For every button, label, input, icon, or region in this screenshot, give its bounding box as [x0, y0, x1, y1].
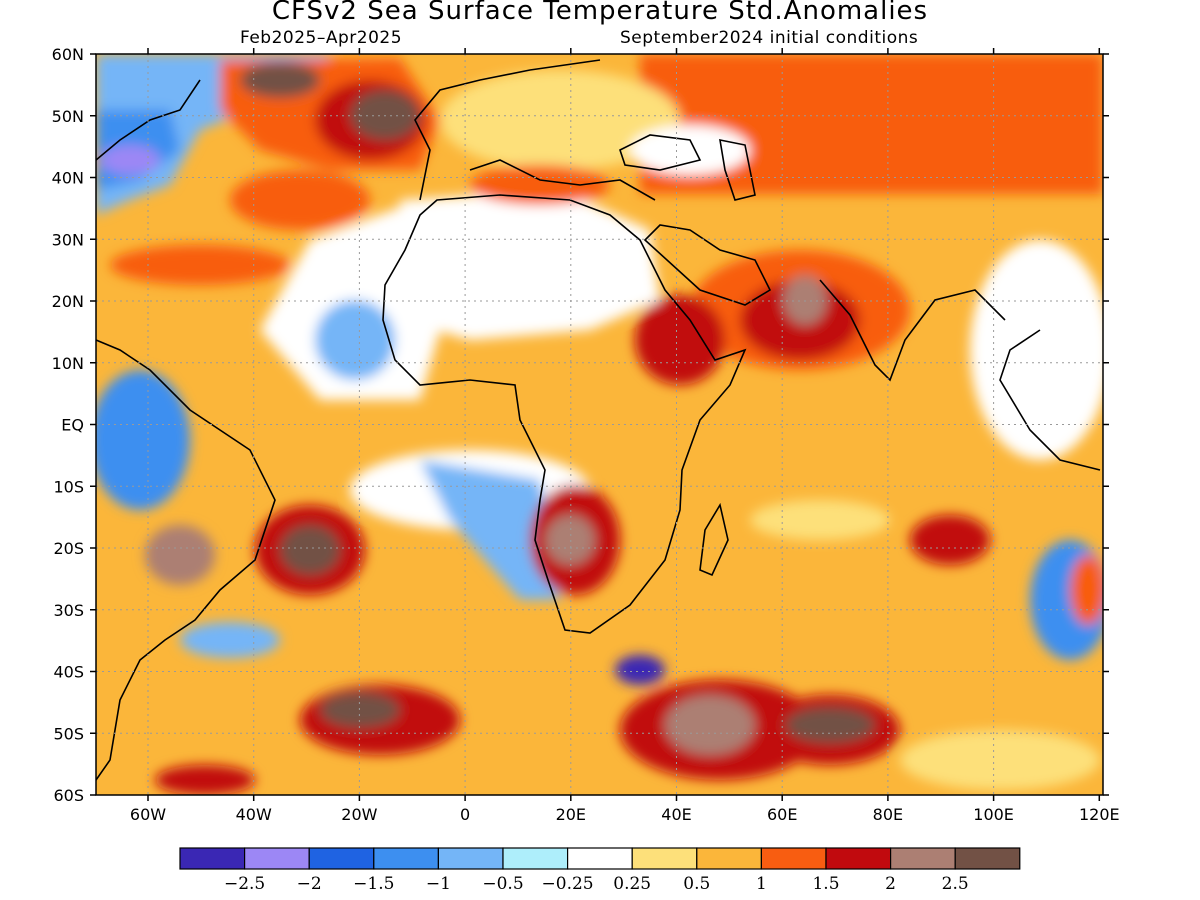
india-coast	[819, 279, 1006, 382]
se-asia-neutral	[970, 240, 1103, 460]
colorbar-swatch	[954, 847, 1021, 870]
lat-label: 40S	[53, 663, 84, 682]
colorbar-swatch	[244, 847, 310, 870]
s-ocean-mild-east	[900, 730, 1100, 790]
colorbar-label: 1.5	[812, 874, 839, 894]
lon-label: 120E	[1079, 805, 1120, 824]
colorbar-swatch	[631, 847, 698, 870]
s-ocean-cold-core	[615, 655, 665, 685]
lat-label: 30S	[53, 601, 84, 620]
coastlines	[96, 59, 1101, 781]
lon-label: 0	[460, 805, 470, 824]
latitude-tick-marks	[90, 53, 1109, 796]
map-title: CFSv2 Sea Surface Temperature Std.Anomal…	[271, 0, 929, 26]
europe-coast	[414, 59, 601, 201]
lat-label: 20S	[53, 539, 84, 558]
lat-label: 50S	[53, 724, 84, 743]
lat-label: 30N	[52, 230, 84, 249]
lon-label: 20W	[341, 805, 377, 824]
s-atlantic-cold-tongue	[420, 460, 560, 600]
forecast-period: Feb2025–Apr2025	[240, 28, 403, 48]
n-atlantic-warm-peak	[350, 90, 420, 140]
black-caspian-neutral	[630, 125, 750, 175]
nw-atlantic-cold-peak	[100, 145, 160, 175]
colorbar-swatch	[373, 847, 439, 870]
colorbar-label: −0.5	[482, 874, 523, 894]
s-indian-mild	[750, 500, 890, 540]
caspian-sea-coast	[719, 138, 756, 201]
n-atlantic-peak-2	[240, 62, 320, 98]
colorbar-swatch	[760, 847, 827, 870]
arabian-sea-peak	[783, 275, 827, 325]
lon-label: 40W	[236, 805, 272, 824]
colorbar-swatch	[825, 847, 892, 870]
lon-label: 60W	[130, 805, 166, 824]
sw-atlantic-peak	[280, 525, 340, 575]
longitude-tick-marks	[147, 48, 1101, 801]
lat-label: 60N	[52, 45, 84, 64]
colorbar-label: 2	[885, 874, 896, 894]
colorbar-swatch	[437, 847, 504, 870]
black-sea-coast	[619, 134, 702, 171]
europe-mild	[440, 70, 680, 170]
s-ocean-peak-3	[785, 707, 875, 743]
lon-label: 40E	[661, 805, 691, 824]
lat-label: 40N	[52, 169, 84, 188]
lat-label: EQ	[61, 416, 84, 435]
north-america-coast	[96, 79, 201, 161]
colorbar-labels: −2.5 −2 −1.5 −1 −0.5 −0.25 0.25 0.5 1 1.5 2 2.5	[224, 874, 969, 894]
lon-label: 60E	[767, 805, 797, 824]
mediterranean-warm	[470, 165, 610, 205]
lat-label: 60S	[53, 786, 84, 805]
se-asia-coast	[999, 329, 1101, 471]
africa-coast	[382, 194, 747, 634]
s-ocean-warm-4	[155, 765, 255, 795]
s-ocean-peak-1	[320, 692, 400, 728]
colorbar-swatch	[696, 847, 762, 870]
latitude-axis: 60N 50N 40N 30N 20N 10N EQ 10S 20S 30S 40S 50S 60S	[52, 45, 84, 805]
colorbar-label: 1	[756, 874, 767, 894]
lon-label: 80E	[873, 805, 903, 824]
colorbar-label: 0.25	[613, 874, 651, 894]
lon-label: 100E	[973, 805, 1014, 824]
lat-label: 50N	[52, 107, 84, 126]
initial-conditions-label: September2024 initial conditions	[620, 28, 919, 48]
colorbar	[179, 847, 1021, 870]
lat-label: 10S	[53, 477, 84, 496]
lat-label: 10N	[52, 354, 84, 373]
colorbar-label: −1.5	[353, 874, 394, 894]
madagascar-coast	[699, 502, 729, 577]
s-atlantic-cold-band	[180, 622, 280, 658]
colorbar-label: 0.5	[683, 874, 710, 894]
colorbar-label: −1	[426, 874, 451, 894]
colorbar-label: −2	[297, 874, 322, 894]
colorbar-swatch	[889, 847, 956, 870]
south-america-coast	[96, 339, 276, 781]
s-indian-warm	[910, 515, 990, 565]
longitude-axis: 60W 40W 20W 0 20E 40E 60E 80E 100E 120E	[130, 805, 1120, 824]
e-atlantic-neutral	[260, 200, 440, 400]
north-africa	[400, 190, 660, 340]
colorbar-swatch	[308, 847, 375, 870]
colorbar-label: 2.5	[942, 874, 969, 894]
brazil-warm	[145, 525, 215, 585]
mid-atlantic-warm	[230, 170, 370, 230]
colorbar-swatch	[179, 847, 246, 870]
colorbar-swatch	[502, 847, 569, 870]
australia-west-warm	[1070, 555, 1103, 625]
s-ocean-peak-2	[665, 695, 755, 755]
subtropical-warm	[110, 245, 290, 285]
anomaly-field	[96, 54, 1103, 795]
colorbar-label: −2.5	[224, 874, 265, 894]
arabia-coast	[643, 224, 772, 306]
southern-africa-peak	[545, 515, 595, 565]
lat-label: 20N	[52, 292, 84, 311]
mediterranean-coast	[469, 159, 656, 201]
colorbar-label: −0.25	[542, 874, 594, 894]
colorbar-swatch	[566, 847, 633, 870]
e-atlantic-cold	[315, 300, 395, 380]
lon-label: 20E	[556, 805, 586, 824]
w-tropical-atlantic-cold	[96, 370, 190, 510]
